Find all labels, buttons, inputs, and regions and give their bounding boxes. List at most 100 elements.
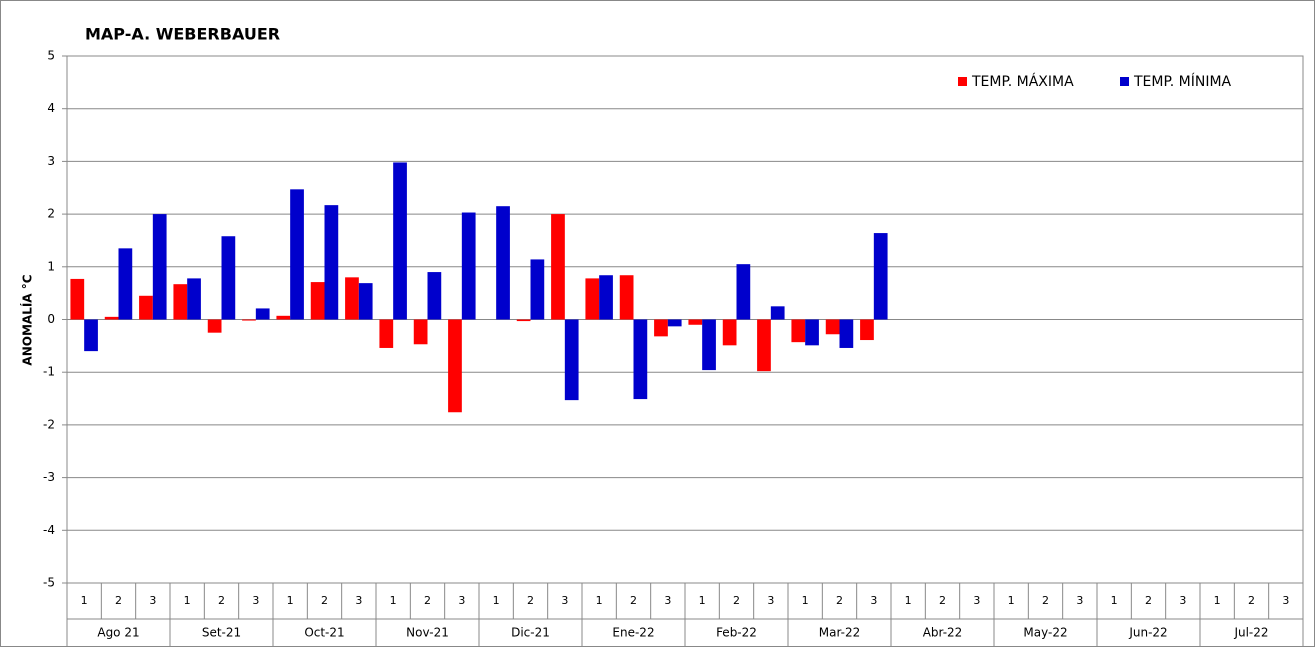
x-tick-label: 2 <box>115 594 122 607</box>
bar <box>688 319 703 325</box>
x-tick-label: 1 <box>287 594 294 607</box>
bar <box>413 319 428 345</box>
x-group-label: Set-21 <box>202 626 241 640</box>
chart-title: MAP-A. WEBERBAUER <box>85 25 280 44</box>
bar <box>551 214 565 320</box>
x-tick-label: 2 <box>1248 594 1255 607</box>
bar <box>152 214 167 320</box>
x-tick-label: 2 <box>424 594 431 607</box>
x-group-label: Jun-22 <box>1128 626 1167 640</box>
x-tick-label: 1 <box>184 594 191 607</box>
x-tick-label: 2 <box>321 594 328 607</box>
x-tick-label: 3 <box>1179 594 1186 607</box>
bar <box>379 319 394 348</box>
x-group-label: Feb-22 <box>716 626 757 640</box>
bar <box>770 306 785 320</box>
y-tick-label: 1 <box>47 259 55 273</box>
bar <box>242 319 256 321</box>
x-tick-label: 1 <box>81 594 88 607</box>
x-tick-label: 3 <box>870 594 877 607</box>
bar <box>516 319 531 322</box>
legend-swatch <box>1120 77 1129 86</box>
bar <box>104 316 119 320</box>
bar <box>345 277 359 320</box>
legend-swatch <box>958 77 967 86</box>
x-tick-label: 1 <box>699 594 706 607</box>
x-tick-label: 3 <box>1076 594 1083 607</box>
bar <box>757 319 771 372</box>
x-tick-label: 3 <box>458 594 465 607</box>
x-tick-label: 2 <box>836 594 843 607</box>
bar <box>276 315 291 320</box>
bar <box>358 283 373 320</box>
x-tick-label: 3 <box>355 594 362 607</box>
bar <box>839 319 854 348</box>
bar <box>702 319 716 371</box>
bar <box>173 284 188 320</box>
x-tick-label: 1 <box>1008 594 1015 607</box>
x-tick-label: 2 <box>1145 594 1152 607</box>
bar <box>722 319 737 346</box>
x-tick-label: 3 <box>561 594 568 607</box>
x-tick-label: 1 <box>390 594 397 607</box>
x-group-label: Ene-22 <box>612 626 654 640</box>
bar <box>427 272 442 320</box>
bar <box>825 319 840 335</box>
bar <box>461 212 476 320</box>
bar <box>207 319 222 333</box>
bar <box>667 319 682 327</box>
x-tick-label: 2 <box>939 594 946 607</box>
y-axis-label: ANOMALÍA °C <box>20 274 35 365</box>
x-group-label: Jul-22 <box>1233 626 1268 640</box>
bar <box>654 319 668 337</box>
x-tick-label: 2 <box>630 594 637 607</box>
bar <box>564 319 579 401</box>
x-group-label: Oct-21 <box>304 626 344 640</box>
bar <box>805 319 819 346</box>
x-tick-label: 3 <box>252 594 259 607</box>
bar <box>873 233 888 320</box>
bar <box>221 236 236 320</box>
x-tick-label: 2 <box>527 594 534 607</box>
x-tick-label: 3 <box>767 594 774 607</box>
x-tick-label: 1 <box>1111 594 1118 607</box>
x-tick-label: 3 <box>664 594 671 607</box>
y-tick-label: -5 <box>43 576 55 590</box>
x-tick-label: 1 <box>802 594 809 607</box>
x-tick-label: 3 <box>149 594 156 607</box>
y-tick-label: -4 <box>43 523 55 537</box>
bar <box>70 278 85 320</box>
bar <box>633 319 648 400</box>
bar <box>187 278 201 320</box>
bar <box>118 248 133 320</box>
x-group-label: Dic-21 <box>511 626 550 640</box>
x-group-label: Nov-21 <box>406 626 449 640</box>
bar <box>860 319 874 341</box>
y-tick-label: -1 <box>43 365 55 379</box>
legend-label: TEMP. MÁXIMA <box>971 73 1074 90</box>
x-tick-label: 1 <box>905 594 912 607</box>
x-tick-label: 2 <box>733 594 740 607</box>
x-tick-label: 1 <box>1214 594 1221 607</box>
x-tick-label: 2 <box>218 594 225 607</box>
bar <box>599 275 613 320</box>
x-tick-label: 3 <box>1282 594 1289 607</box>
x-group-label: Abr-22 <box>923 626 963 640</box>
bar <box>310 282 325 320</box>
x-tick-label: 3 <box>973 594 980 607</box>
bar <box>736 264 751 320</box>
bar <box>496 206 510 320</box>
x-tick-label: 2 <box>1042 594 1049 607</box>
bar <box>393 162 407 320</box>
legend-label: TEMP. MÍNIMA <box>1133 73 1232 90</box>
x-group-label: Ago 21 <box>97 626 139 640</box>
bar <box>619 275 634 320</box>
bar <box>324 205 339 320</box>
y-tick-label: -3 <box>43 470 55 484</box>
bar <box>585 278 600 320</box>
y-tick-label: -2 <box>43 417 55 431</box>
bar <box>448 319 462 413</box>
y-tick-label: 5 <box>47 49 55 63</box>
bar <box>255 308 270 320</box>
